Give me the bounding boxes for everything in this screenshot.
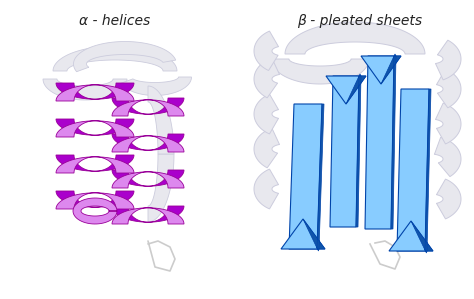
Polygon shape [285, 22, 425, 54]
Polygon shape [112, 172, 184, 188]
Polygon shape [112, 100, 184, 116]
Polygon shape [73, 198, 117, 224]
Polygon shape [254, 31, 279, 71]
Polygon shape [326, 76, 366, 104]
Polygon shape [43, 79, 127, 100]
Polygon shape [303, 104, 325, 251]
Polygon shape [56, 85, 134, 101]
Polygon shape [397, 89, 429, 251]
Polygon shape [435, 137, 461, 177]
Polygon shape [56, 191, 134, 207]
Polygon shape [289, 104, 322, 249]
Polygon shape [411, 89, 433, 253]
Polygon shape [254, 169, 279, 209]
Polygon shape [112, 208, 184, 224]
Polygon shape [346, 74, 366, 227]
Polygon shape [436, 103, 461, 144]
Polygon shape [437, 179, 461, 219]
Polygon shape [56, 157, 134, 173]
Polygon shape [271, 59, 369, 84]
Polygon shape [56, 193, 134, 209]
Polygon shape [381, 54, 401, 229]
Text: β - pleated sheets: β - pleated sheets [298, 14, 422, 28]
Polygon shape [53, 46, 177, 71]
Polygon shape [56, 155, 134, 171]
Polygon shape [56, 119, 134, 135]
Polygon shape [112, 170, 184, 186]
Polygon shape [437, 69, 461, 108]
Polygon shape [121, 77, 191, 95]
Text: α - helices: α - helices [79, 14, 151, 28]
Polygon shape [281, 219, 325, 249]
Polygon shape [361, 56, 401, 84]
Polygon shape [112, 136, 184, 152]
Polygon shape [436, 40, 461, 80]
Polygon shape [254, 94, 279, 134]
Polygon shape [73, 42, 176, 72]
Polygon shape [56, 121, 134, 137]
Polygon shape [148, 154, 174, 222]
Polygon shape [112, 98, 184, 114]
Polygon shape [389, 221, 433, 251]
Polygon shape [254, 128, 280, 168]
Polygon shape [112, 206, 184, 222]
Polygon shape [330, 76, 359, 227]
Polygon shape [365, 56, 394, 229]
Polygon shape [254, 58, 280, 98]
Polygon shape [56, 83, 134, 99]
Polygon shape [112, 134, 184, 150]
Polygon shape [148, 86, 174, 154]
